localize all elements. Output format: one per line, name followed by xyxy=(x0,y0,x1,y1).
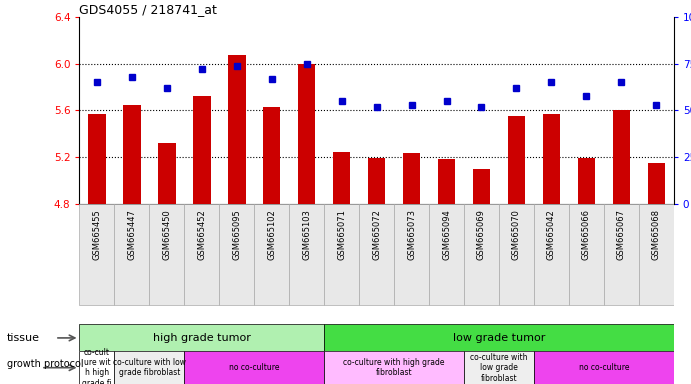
Bar xyxy=(508,116,525,204)
Text: GSM665094: GSM665094 xyxy=(442,210,451,260)
Text: GSM665068: GSM665068 xyxy=(652,210,661,260)
Bar xyxy=(219,204,254,305)
Bar xyxy=(79,351,115,384)
Bar xyxy=(79,204,115,305)
Bar xyxy=(79,324,324,351)
Bar xyxy=(149,204,184,305)
Bar xyxy=(298,64,315,204)
Bar xyxy=(115,351,184,384)
Text: GSM665042: GSM665042 xyxy=(547,210,556,260)
Bar xyxy=(438,159,455,204)
Text: GSM665447: GSM665447 xyxy=(127,210,136,260)
Bar xyxy=(534,204,569,305)
Bar xyxy=(578,158,595,204)
Bar xyxy=(263,107,281,204)
Bar xyxy=(473,169,490,204)
Text: GSM665450: GSM665450 xyxy=(162,210,171,260)
Bar xyxy=(254,204,290,305)
Bar xyxy=(403,154,420,204)
Bar xyxy=(123,104,141,204)
Text: GSM665103: GSM665103 xyxy=(302,210,311,260)
Text: GSM665455: GSM665455 xyxy=(93,210,102,260)
Text: GSM665071: GSM665071 xyxy=(337,210,346,260)
Text: no co-culture: no co-culture xyxy=(229,363,279,372)
Bar xyxy=(534,351,674,384)
Bar xyxy=(158,143,176,204)
Text: low grade tumor: low grade tumor xyxy=(453,333,545,343)
Bar xyxy=(429,204,464,305)
Text: co-culture with high grade
fibroblast: co-culture with high grade fibroblast xyxy=(343,358,445,377)
Bar xyxy=(324,324,674,351)
Bar xyxy=(368,158,386,204)
Text: GSM665452: GSM665452 xyxy=(198,210,207,260)
Text: co-culture with low
grade fibroblast: co-culture with low grade fibroblast xyxy=(113,358,186,377)
Text: no co-culture: no co-culture xyxy=(578,363,629,372)
Bar xyxy=(638,204,674,305)
Text: GDS4055 / 218741_at: GDS4055 / 218741_at xyxy=(79,3,218,16)
Bar xyxy=(499,204,534,305)
Bar xyxy=(115,204,149,305)
Text: co-cult
ure wit
h high
grade fi: co-cult ure wit h high grade fi xyxy=(82,348,112,384)
Text: GSM665072: GSM665072 xyxy=(372,210,381,260)
Bar xyxy=(647,163,665,204)
Text: GSM665070: GSM665070 xyxy=(512,210,521,260)
Bar xyxy=(569,204,604,305)
Text: high grade tumor: high grade tumor xyxy=(153,333,251,343)
Bar xyxy=(228,55,245,204)
Bar xyxy=(193,96,211,204)
Text: GSM665102: GSM665102 xyxy=(267,210,276,260)
Bar xyxy=(184,204,219,305)
Bar xyxy=(290,204,324,305)
Text: GSM665095: GSM665095 xyxy=(232,210,241,260)
Text: tissue: tissue xyxy=(7,333,40,343)
Bar xyxy=(333,152,350,204)
Bar xyxy=(464,204,499,305)
Bar xyxy=(464,351,534,384)
Bar xyxy=(324,351,464,384)
Bar xyxy=(394,204,429,305)
Bar xyxy=(542,114,560,204)
Bar xyxy=(324,204,359,305)
Text: growth protocol: growth protocol xyxy=(7,359,84,369)
Bar xyxy=(612,111,630,204)
Bar xyxy=(604,204,638,305)
Text: GSM665069: GSM665069 xyxy=(477,210,486,260)
Text: co-culture with
low grade
fibroblast: co-culture with low grade fibroblast xyxy=(470,353,528,382)
Bar xyxy=(359,204,394,305)
Text: GSM665073: GSM665073 xyxy=(407,210,416,260)
Bar xyxy=(88,114,106,204)
Text: GSM665066: GSM665066 xyxy=(582,210,591,260)
Text: GSM665067: GSM665067 xyxy=(617,210,626,260)
Bar xyxy=(184,351,324,384)
